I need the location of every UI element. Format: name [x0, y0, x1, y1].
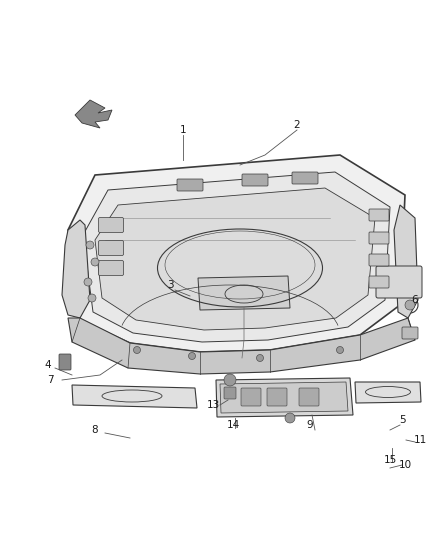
FancyBboxPatch shape	[59, 354, 71, 370]
Text: 2: 2	[294, 120, 300, 130]
Polygon shape	[72, 385, 197, 408]
FancyBboxPatch shape	[402, 327, 418, 339]
FancyBboxPatch shape	[241, 388, 261, 406]
FancyBboxPatch shape	[267, 388, 287, 406]
Polygon shape	[83, 172, 390, 342]
FancyBboxPatch shape	[369, 232, 389, 244]
Polygon shape	[216, 378, 353, 417]
FancyBboxPatch shape	[292, 172, 318, 184]
FancyBboxPatch shape	[242, 174, 268, 186]
Polygon shape	[220, 382, 348, 413]
FancyBboxPatch shape	[99, 261, 124, 276]
Circle shape	[405, 300, 415, 310]
Polygon shape	[198, 276, 290, 310]
Text: 7: 7	[47, 375, 53, 385]
Text: 1: 1	[180, 125, 186, 135]
FancyBboxPatch shape	[369, 276, 389, 288]
Text: 14: 14	[226, 420, 240, 430]
Text: 6: 6	[412, 295, 418, 305]
Circle shape	[224, 374, 236, 386]
Circle shape	[91, 258, 99, 266]
Text: 11: 11	[413, 435, 427, 445]
FancyBboxPatch shape	[369, 254, 389, 266]
Text: 4: 4	[45, 360, 51, 370]
Polygon shape	[68, 318, 415, 374]
Circle shape	[285, 413, 295, 423]
Text: 15: 15	[383, 455, 397, 465]
Circle shape	[257, 354, 264, 361]
FancyBboxPatch shape	[177, 179, 203, 191]
Circle shape	[86, 241, 94, 249]
Polygon shape	[394, 205, 418, 318]
Text: 5: 5	[399, 415, 405, 425]
FancyBboxPatch shape	[376, 266, 422, 298]
Circle shape	[336, 346, 343, 353]
FancyBboxPatch shape	[299, 388, 319, 406]
Circle shape	[188, 352, 195, 359]
FancyBboxPatch shape	[224, 387, 236, 399]
Polygon shape	[355, 382, 421, 403]
Polygon shape	[62, 220, 90, 318]
Text: 8: 8	[92, 425, 98, 435]
Circle shape	[84, 278, 92, 286]
Text: 13: 13	[206, 400, 219, 410]
Text: 10: 10	[399, 460, 412, 470]
FancyBboxPatch shape	[99, 240, 124, 255]
Circle shape	[88, 294, 96, 302]
Text: 9: 9	[307, 420, 313, 430]
Circle shape	[134, 346, 141, 353]
Text: 3: 3	[167, 280, 173, 290]
FancyBboxPatch shape	[99, 217, 124, 232]
Polygon shape	[68, 155, 405, 352]
Polygon shape	[95, 188, 375, 330]
Polygon shape	[75, 100, 112, 128]
FancyBboxPatch shape	[369, 209, 389, 221]
